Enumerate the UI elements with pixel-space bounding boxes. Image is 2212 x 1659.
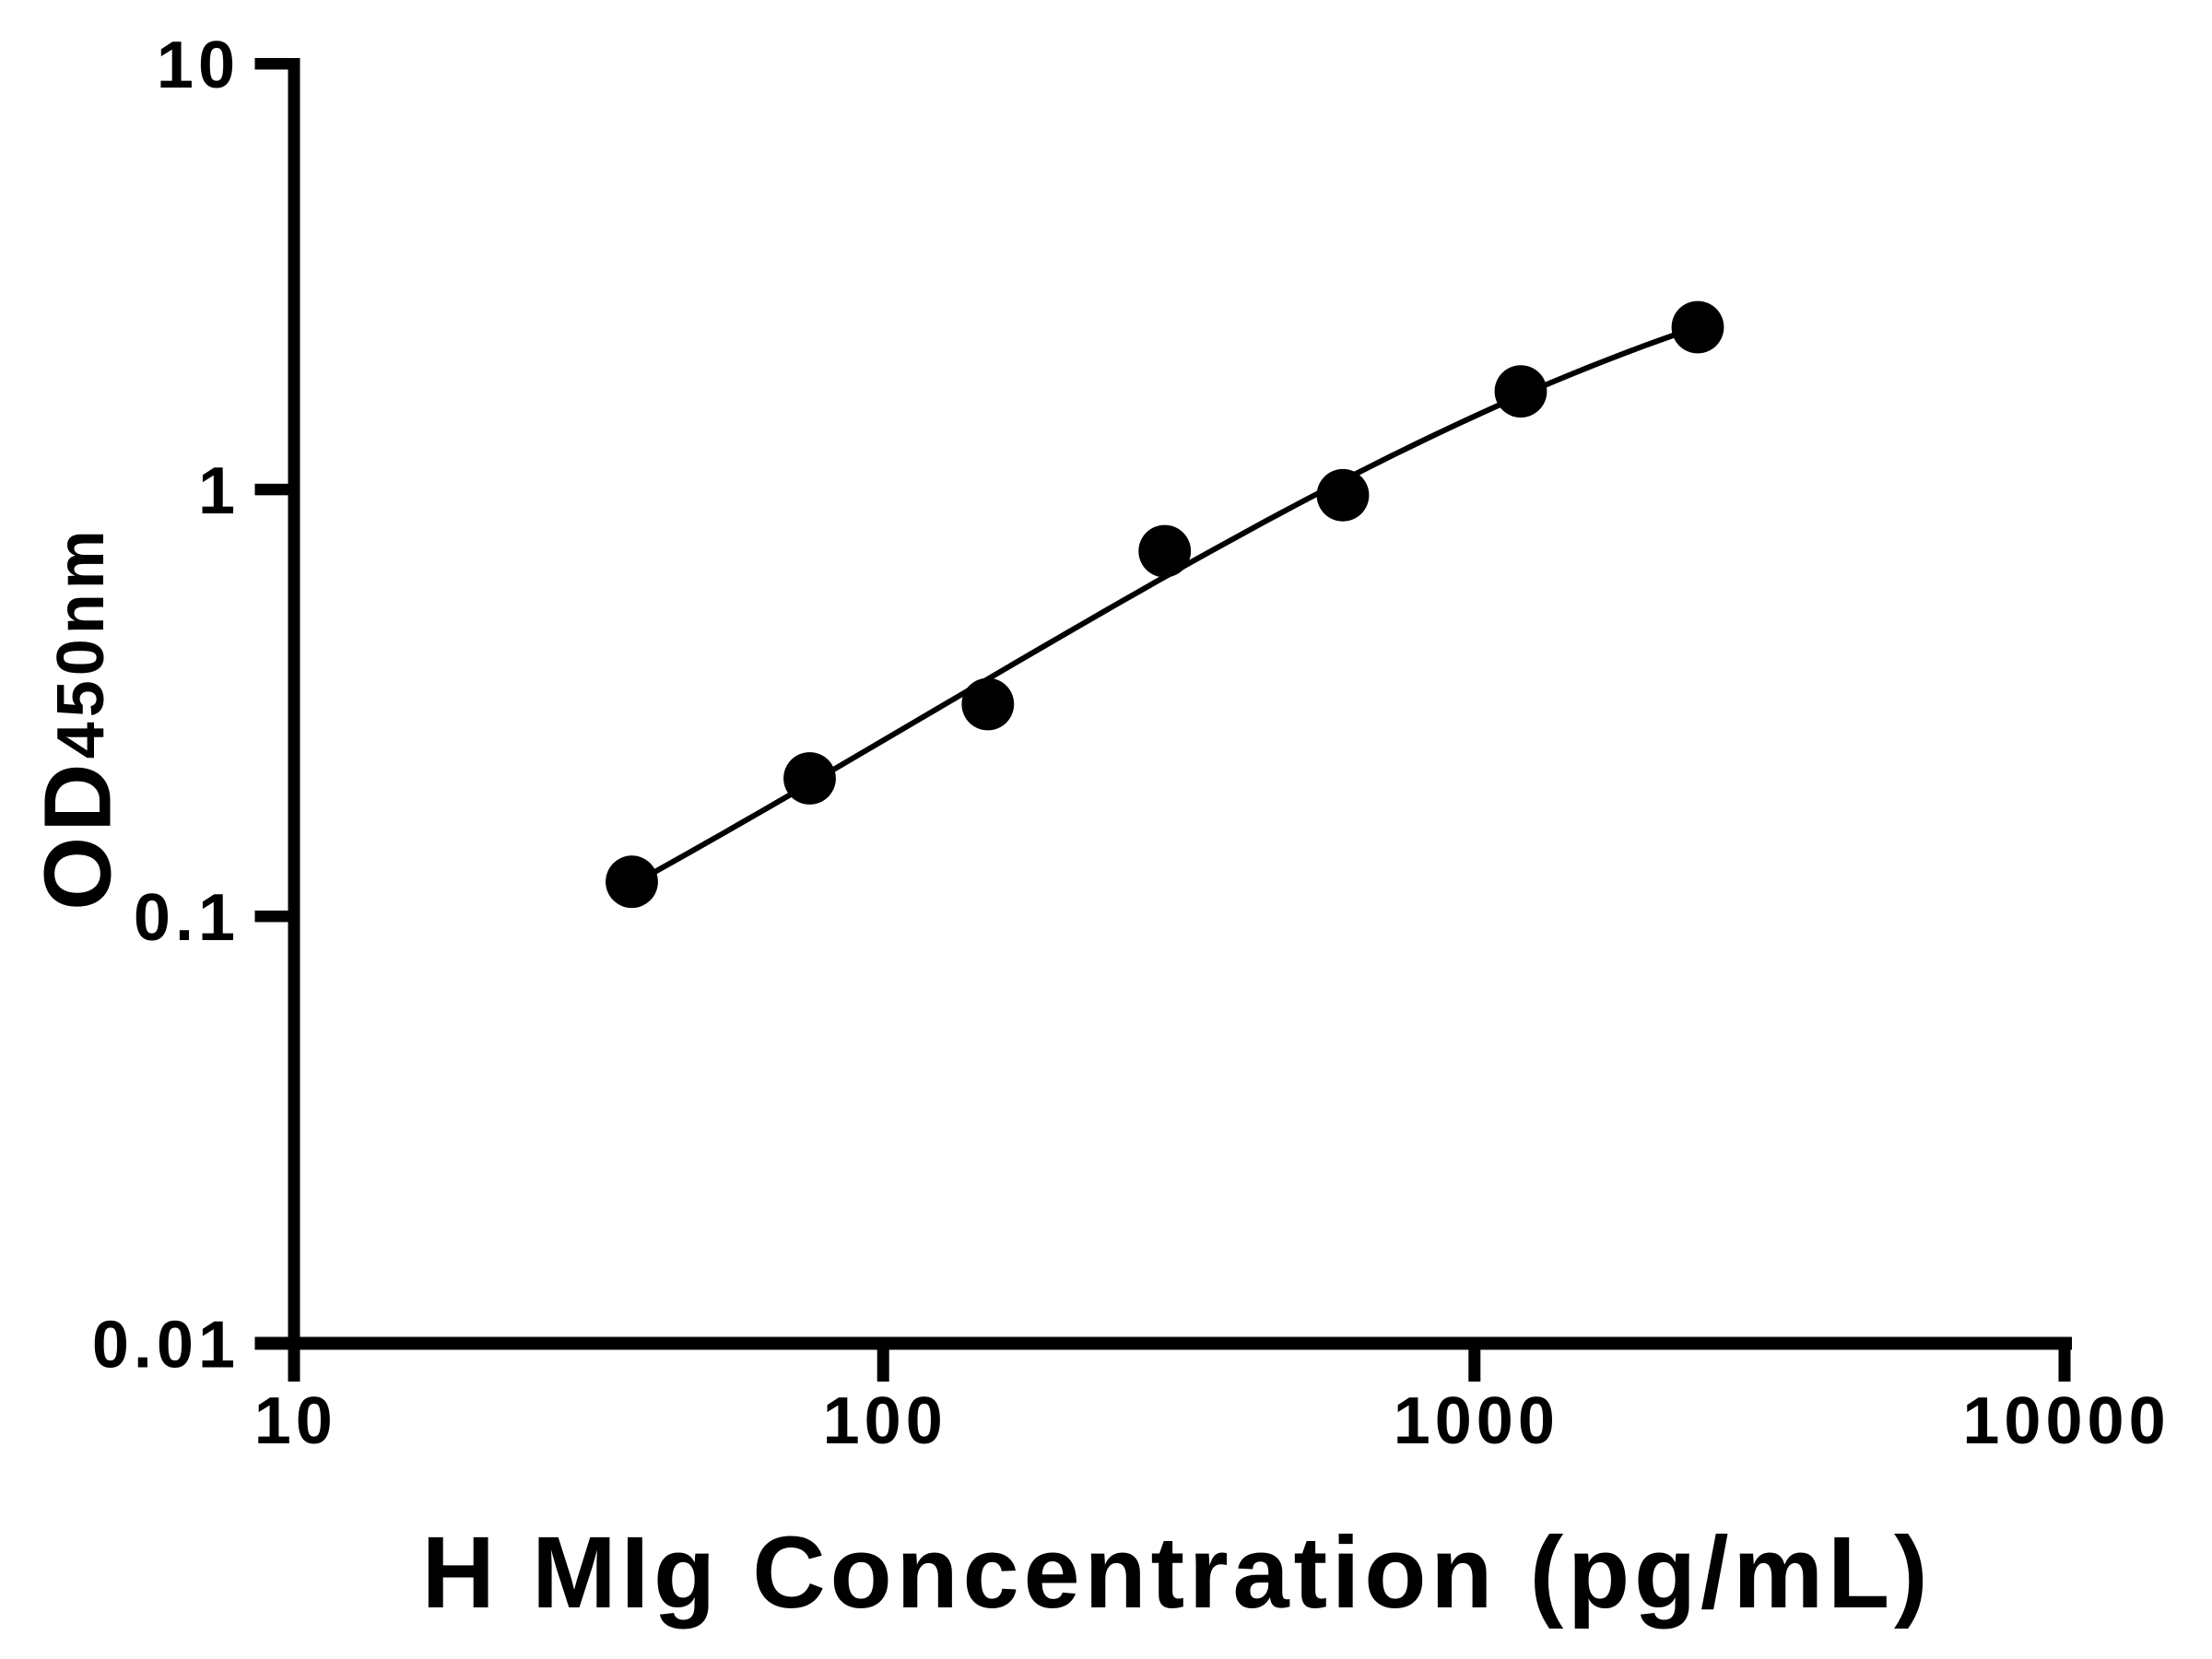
svg-text:1: 1: [198, 454, 240, 528]
svg-text:H MIg Concentration (pg/mL): H MIg Concentration (pg/mL): [422, 1516, 1933, 1630]
svg-text:10: 10: [157, 29, 240, 102]
svg-text:1000: 1000: [1394, 1384, 1559, 1458]
svg-text:10000: 10000: [1962, 1384, 2170, 1458]
svg-text:100: 100: [823, 1384, 947, 1458]
svg-text:0.1: 0.1: [134, 881, 240, 955]
svg-text:10: 10: [254, 1384, 337, 1458]
svg-text:0.01: 0.01: [92, 1309, 240, 1382]
